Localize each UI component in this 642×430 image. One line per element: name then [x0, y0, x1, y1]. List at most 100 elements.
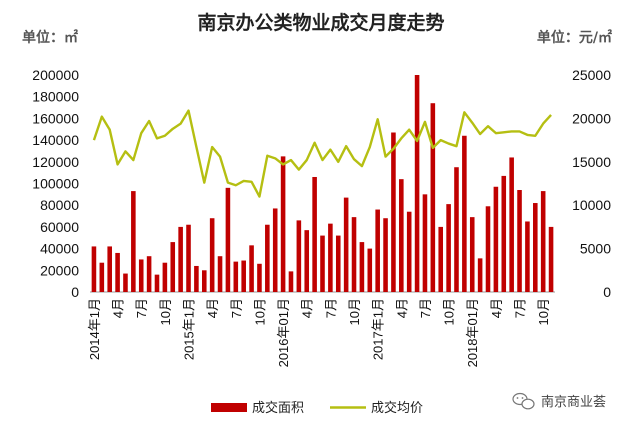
bar — [312, 176, 317, 292]
bar — [533, 203, 538, 292]
x-axis-ticks: 2014年1月 4月 7月 10月 2015年1月 4月 7月 10月 2016年01月 4月 7月… — [87, 298, 551, 367]
x-tick-label: 2018年01月 — [465, 298, 480, 367]
left-tick-label: 100000 — [32, 176, 79, 192]
bar — [296, 220, 302, 292]
bar — [280, 156, 286, 292]
bar — [328, 223, 333, 292]
watermark: 南京商业荟 — [512, 392, 606, 410]
right-tick-label: 20000 — [572, 110, 611, 126]
left-tick-label: 80000 — [40, 197, 79, 213]
line-series-price — [92, 109, 552, 198]
bar — [351, 217, 357, 292]
bar — [517, 190, 522, 292]
left-axis-ticks: 0 20000 40000 60000 80000 100000 120000 140000 1… — [32, 67, 79, 300]
watermark-text: 南京商业荟 — [541, 394, 606, 410]
x-tick-label: 7月 — [323, 298, 338, 318]
bar — [131, 191, 136, 292]
bar — [107, 246, 112, 292]
legend: 成交面积 成交均价 — [211, 400, 423, 416]
x-tick-label: 7月 — [418, 298, 433, 318]
bar — [383, 218, 388, 292]
bar — [509, 157, 514, 292]
left-tick-label: 140000 — [32, 132, 79, 148]
wechat-icon — [512, 392, 535, 410]
bar-series-area — [91, 75, 554, 293]
bar — [99, 262, 105, 292]
left-tick-label: 20000 — [40, 262, 79, 278]
chart-title: 南京办公类物业成交月度走势 — [197, 11, 444, 34]
bar — [343, 197, 349, 292]
x-tick-label: 7月 — [229, 298, 244, 318]
left-tick-label: 40000 — [40, 241, 79, 257]
bar — [288, 271, 294, 292]
bar — [367, 248, 373, 292]
bar — [178, 226, 183, 292]
bar — [485, 206, 491, 292]
x-tick-label: 4月 — [394, 298, 409, 318]
x-tick-label: 4月 — [489, 298, 504, 318]
bar — [162, 262, 168, 292]
bar — [225, 187, 231, 292]
right-axis-ticks: 0 5000 10000 15000 20000 25000 — [572, 67, 611, 300]
bar — [257, 263, 262, 292]
price-line — [92, 109, 552, 198]
x-tick-label: 4月 — [205, 298, 220, 318]
bar — [525, 221, 530, 292]
bar — [359, 242, 365, 292]
x-tick-label: 10月 — [442, 298, 457, 325]
bar — [115, 252, 120, 292]
bar — [469, 217, 475, 292]
bar — [414, 75, 420, 292]
bar — [320, 235, 325, 292]
x-tick-label: 10月 — [252, 298, 267, 325]
left-tick-label: 120000 — [32, 154, 79, 170]
x-tick-label: 10月 — [158, 298, 173, 325]
bar — [406, 211, 412, 292]
bar — [304, 230, 310, 292]
bar — [194, 265, 199, 292]
left-tick-label: 200000 — [32, 67, 79, 83]
bar — [462, 135, 467, 292]
bar — [249, 245, 254, 292]
x-tick-label: 10月 — [536, 298, 551, 325]
bar — [430, 103, 436, 293]
bar — [91, 246, 97, 292]
bar — [217, 256, 223, 292]
x-tick-label: 7月 — [134, 298, 149, 318]
x-tick-label: 2015年1月 — [182, 298, 197, 360]
left-axis-unit: 单位：㎡ — [22, 29, 78, 46]
right-tick-label: 15000 — [572, 154, 611, 170]
bar — [272, 208, 278, 292]
x-tick-label: 4月 — [111, 298, 126, 318]
bar — [548, 226, 554, 292]
bar — [399, 179, 404, 292]
legend-label-price: 成交均价 — [371, 400, 423, 416]
bar — [170, 242, 176, 292]
right-axis-unit: 单位：元/㎡ — [537, 29, 612, 46]
bar — [446, 204, 451, 292]
bar — [335, 235, 341, 292]
legend-swatch-area — [211, 403, 247, 412]
bar — [265, 224, 270, 292]
x-tick-label: 2017年1月 — [371, 298, 386, 360]
left-tick-label: 60000 — [40, 219, 79, 235]
bar — [186, 224, 191, 292]
x-tick-label: 2014年1月 — [87, 298, 102, 360]
left-tick-label: 180000 — [32, 89, 79, 105]
bar — [241, 260, 246, 292]
right-tick-label: 5000 — [580, 241, 611, 257]
right-tick-label: 10000 — [572, 197, 611, 213]
bar — [477, 258, 483, 292]
bar — [209, 218, 215, 292]
x-tick-label: 4月 — [300, 298, 315, 318]
bar — [391, 132, 396, 292]
left-tick-label: 0 — [71, 284, 79, 300]
legend-label-area: 成交面积 — [252, 400, 304, 416]
bar — [123, 273, 128, 292]
bar — [501, 175, 507, 292]
bar — [454, 167, 459, 292]
bar — [375, 209, 380, 292]
bar — [138, 259, 144, 292]
